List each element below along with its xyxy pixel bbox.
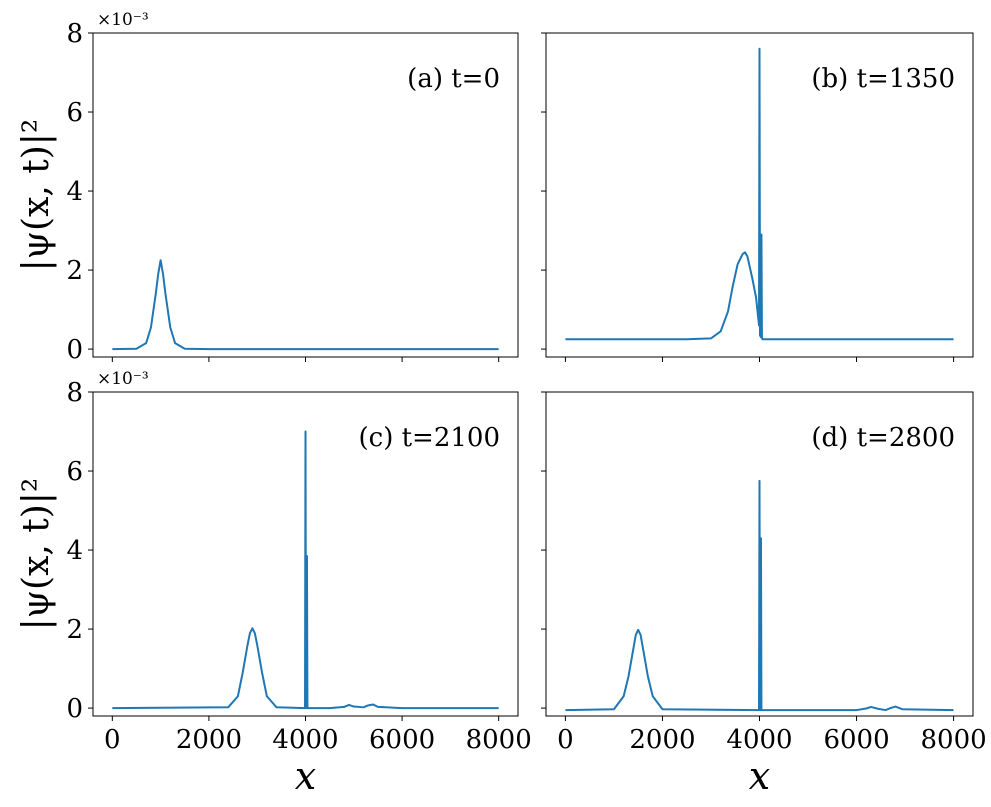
- y-tick-label: 0: [66, 694, 83, 724]
- x-tick-label: 6000: [369, 725, 435, 755]
- x-tick-label: 8000: [921, 725, 987, 755]
- x-tick-label: 2000: [176, 725, 242, 755]
- series-line-b: [565, 47, 954, 341]
- panel-label-c: (c) t=2100: [358, 423, 500, 453]
- y-tick-label: 8: [66, 378, 83, 408]
- panel-d: 0 2000 4000 6000 8000 (d) t=2800 x: [541, 391, 987, 798]
- x-tick-label: 4000: [726, 725, 792, 755]
- x-tick-label: 6000: [823, 725, 889, 755]
- y-tick-label: 6: [66, 457, 83, 487]
- y-axis-label: |ψ(x, t)|²: [16, 478, 57, 631]
- y-tick-label: 0: [66, 335, 83, 365]
- x-tick-label: 2000: [629, 725, 695, 755]
- series-line-c: [112, 430, 499, 710]
- x-tick-label: 0: [104, 725, 121, 755]
- panel-label-b: (b) t=1350: [811, 64, 955, 94]
- y-offset-text: ×10⁻³: [97, 10, 149, 30]
- x-tick-label: 4000: [272, 725, 338, 755]
- x-axis-label: x: [749, 754, 770, 798]
- panel-a: 0 2 4 6 8 (a) t=0 ×10⁻³ |ψ(x, t)|²: [16, 10, 519, 365]
- panel-b: (b) t=1350: [541, 32, 974, 362]
- series-line-a: [112, 259, 499, 351]
- y-tick-label: 6: [66, 98, 83, 128]
- y-tick-label: 2: [66, 615, 83, 645]
- panel-label-d: (d) t=2800: [811, 423, 955, 453]
- y-tick-label: 8: [66, 19, 83, 49]
- y-offset-text: ×10⁻³: [97, 369, 149, 389]
- y-axis-label: |ψ(x, t)|²: [16, 119, 57, 272]
- y-tick-label: 4: [66, 177, 83, 207]
- series-line-d: [565, 479, 954, 712]
- y-tick-label: 2: [66, 256, 83, 286]
- x-tick-label: 8000: [466, 725, 532, 755]
- x-axis-label: x: [295, 754, 316, 798]
- x-tick-label: 0: [557, 725, 574, 755]
- panel-c: 0 2000 4000 6000 8000 0 2 4 6 8 (c) t=2100 ×10⁻³ |ψ(…: [16, 369, 532, 798]
- y-tick-label: 4: [66, 536, 83, 566]
- panel-label-a: (a) t=0: [407, 64, 500, 94]
